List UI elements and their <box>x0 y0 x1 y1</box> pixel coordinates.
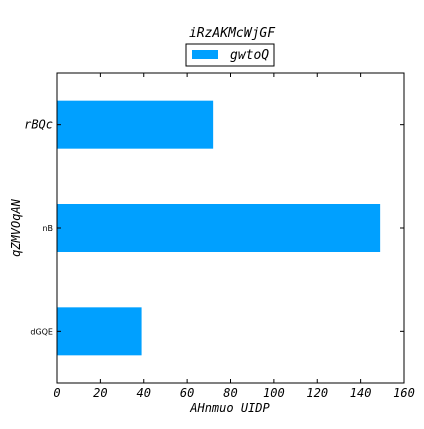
legend-label-gwtoQ: gwtoQ <box>230 48 269 63</box>
y-tick-label-dGQE: dGQE <box>30 327 53 336</box>
x-tick-label-140: 140 <box>350 386 372 400</box>
x-tick-label-120: 120 <box>306 386 328 400</box>
chart-title: iRzAKMcWjGF <box>189 26 276 41</box>
bars-group <box>57 100 381 356</box>
x-tick-label-160: 160 <box>393 386 415 400</box>
x-tick-label-100: 100 <box>263 386 285 400</box>
y-tick-label-nB: nB <box>42 224 53 233</box>
legend: gwtoQ <box>185 43 275 67</box>
legend-frame <box>185 43 275 67</box>
y-tick-label-rBQc: rBQc <box>24 118 53 132</box>
bar-nB <box>57 204 381 252</box>
x-tick-label-0: 0 <box>53 386 60 400</box>
x-axis-ticks: 0 20 40 60 80 100 120 140 160 <box>53 73 415 400</box>
legend-swatch <box>192 50 218 59</box>
x-tick-label-60: 60 <box>180 386 194 400</box>
x-tick-label-20: 20 <box>93 386 107 400</box>
bar-dGQE <box>57 307 142 356</box>
y-axis-ticks: dGQE nB rBQc <box>24 118 404 336</box>
bar-rBQc <box>57 100 214 149</box>
x-tick-label-40: 40 <box>137 386 151 400</box>
x-axis-label: AHnmuo UIDP <box>189 401 270 415</box>
y-axis-label: qZMVOqAN <box>9 198 23 257</box>
x-tick-label-80: 80 <box>223 386 237 400</box>
